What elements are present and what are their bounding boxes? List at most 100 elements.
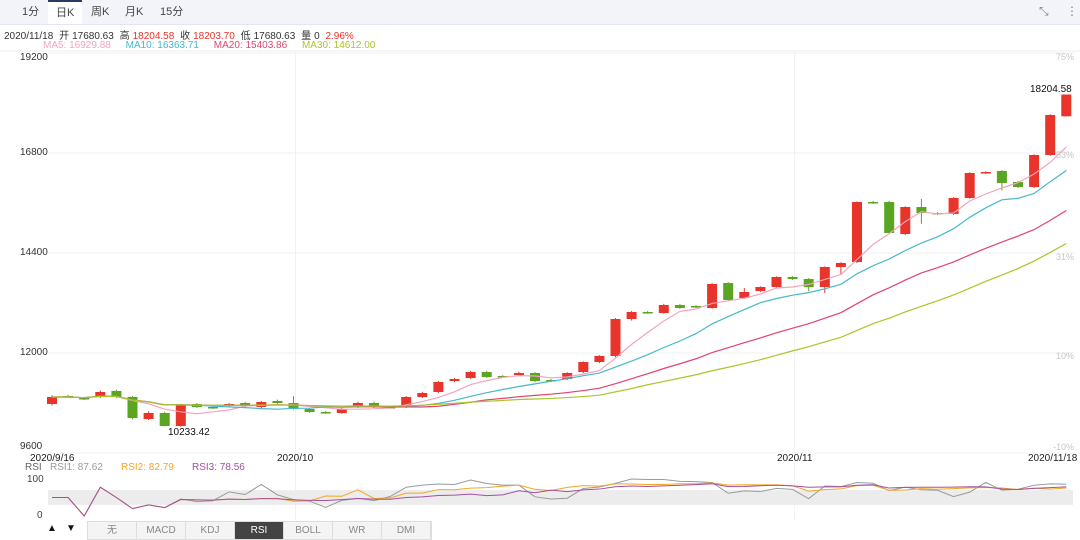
kline-chart[interactable]: [0, 0, 1080, 520]
candle-up: [900, 207, 911, 234]
candle-down: [208, 407, 218, 409]
indicator-wr-button[interactable]: WR: [333, 522, 382, 539]
ma10-line: [52, 169, 1067, 410]
candle-down: [916, 207, 927, 213]
candle-up: [578, 362, 589, 372]
tab-1min[interactable]: 1分: [22, 6, 40, 18]
ma5-line: [52, 146, 1067, 415]
rsi-title: RSI: [25, 462, 42, 473]
candle-down: [320, 412, 331, 414]
rsi3-line: [52, 483, 1067, 517]
y-tick: 9600: [20, 441, 43, 452]
pct-tick: 10%: [1055, 351, 1074, 361]
scroll-down-button[interactable]: ▼: [66, 523, 76, 534]
rsi-band: [48, 490, 1073, 505]
ma30-line: [52, 242, 1067, 407]
candle-down: [79, 398, 90, 400]
candle-up: [336, 409, 347, 413]
ma10-legend: MA10: 16363.71: [125, 40, 199, 51]
scroll-up-button[interactable]: ▲: [47, 523, 57, 534]
candle-up: [143, 413, 154, 419]
candle-up: [449, 379, 460, 381]
x-label: 2020/9/16: [30, 453, 75, 464]
info-date: 2020/11/18: [4, 31, 54, 42]
rsi3-legend: RSI3: 78.56: [192, 462, 245, 473]
volume-label: 量: [301, 31, 312, 42]
candle-down: [996, 171, 1007, 183]
candle-up: [835, 263, 846, 267]
candle-up: [610, 319, 621, 356]
close-value: 18203.70: [193, 31, 235, 42]
collapse-arrows-icon[interactable]: ⤡: [1039, 4, 1049, 18]
rsi-y-tick: 0: [37, 510, 43, 521]
open-label: 开: [59, 31, 70, 42]
candle-up: [739, 292, 750, 298]
indicator-kdj-button[interactable]: KDJ: [186, 522, 235, 539]
ohlc-info-line: 2020/11/18 开 17680.63 高 18204.58 收 18203.70…: [4, 27, 357, 42]
high-value: 18204.58: [132, 31, 175, 42]
candle-down: [304, 409, 315, 412]
ma30-legend: MA30: 14612.00: [301, 40, 376, 51]
candle-up: [1045, 115, 1056, 155]
indicator-macd-button[interactable]: MACD: [137, 522, 186, 539]
period-tab-bar: 1分 日K 周K 月K 15分 ⤡ ⋮: [0, 0, 1080, 25]
candle-up: [658, 305, 669, 313]
ma5-legend: MA5: 16929.88: [43, 40, 111, 51]
pct-tick: 53%: [1055, 150, 1074, 160]
candle-up: [401, 397, 412, 407]
volume-value: 0: [314, 31, 320, 42]
candle-up: [47, 397, 57, 404]
candle-down: [497, 376, 508, 378]
indicator-rsi-button[interactable]: RSI: [235, 522, 284, 539]
candle-down: [481, 372, 492, 377]
candle-up: [771, 277, 782, 287]
close-label: 收: [180, 31, 191, 42]
y-tick: 19200: [20, 52, 48, 63]
pct-tick: -10%: [1052, 442, 1074, 452]
y-tick: 12000: [20, 347, 48, 358]
candle-up: [594, 356, 605, 362]
tab-daily-k[interactable]: 日K: [48, 0, 83, 24]
candle-down: [868, 202, 879, 204]
candle-down: [111, 391, 122, 397]
candle-down: [127, 397, 138, 418]
candle-down: [272, 401, 283, 403]
candle-up: [755, 287, 766, 291]
x-label: 2020/10: [277, 453, 314, 464]
candle-down: [723, 283, 734, 300]
candle-down: [803, 279, 814, 287]
more-vertical-icon[interactable]: ⋮: [1066, 4, 1078, 18]
indicator-button-bar: 无 MACD KDJ RSI BOLL WR DMI: [87, 521, 432, 540]
low-label: 低: [240, 31, 251, 42]
low-value: 17680.63: [253, 31, 296, 42]
min-price-label: 10233.42: [168, 427, 210, 438]
candle-down: [691, 306, 701, 308]
rsi-y-tick: 100: [27, 474, 44, 485]
tab-weekly-k[interactable]: 周K: [91, 6, 110, 18]
pct-tick: 31%: [1055, 252, 1074, 262]
max-price-label: 18204.58: [1030, 84, 1072, 95]
rsi1-line: [52, 478, 1067, 517]
rsi1-legend: RSI1: 87.62: [50, 462, 103, 473]
pct-tick: 75%: [1055, 52, 1074, 62]
indicator-boll-button[interactable]: BOLL: [284, 522, 333, 539]
candle-up: [1061, 94, 1072, 117]
indicator-dmi-button[interactable]: DMI: [382, 522, 431, 539]
candle-up: [852, 202, 862, 262]
candle-up: [948, 198, 959, 214]
change-percent: 2.96%: [325, 31, 354, 42]
candle-up: [626, 312, 637, 319]
rsi2-legend: RSI2: 82.79: [121, 462, 174, 473]
candle-up: [1029, 155, 1040, 187]
tab-15min[interactable]: 15分: [160, 6, 184, 18]
indicator-none-button[interactable]: 无: [88, 522, 137, 539]
x-label: 2020/11: [777, 453, 813, 464]
open-value: 17680.63: [72, 31, 114, 42]
tab-monthly-k[interactable]: 月K: [125, 6, 144, 18]
candle-up: [465, 372, 476, 378]
candle-down: [884, 202, 895, 233]
candle-up: [352, 403, 363, 407]
candle-down: [240, 403, 251, 406]
candle-up: [980, 172, 991, 174]
candle-down: [159, 413, 170, 426]
